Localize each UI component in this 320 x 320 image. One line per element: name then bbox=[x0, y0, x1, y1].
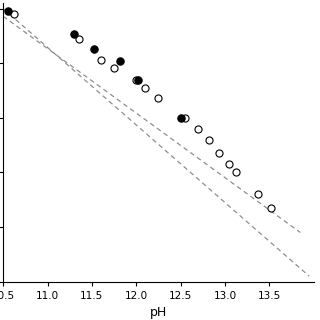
Point bbox=[72, 31, 77, 36]
Point bbox=[216, 150, 221, 155]
Point bbox=[196, 126, 201, 131]
Point bbox=[206, 137, 212, 142]
Point bbox=[135, 77, 140, 82]
Point bbox=[91, 46, 96, 52]
Point bbox=[156, 96, 161, 101]
Point bbox=[178, 115, 183, 120]
Point bbox=[11, 12, 16, 17]
Point bbox=[76, 37, 81, 42]
Point bbox=[227, 161, 232, 166]
Point bbox=[118, 59, 123, 64]
Point bbox=[255, 192, 260, 197]
Point bbox=[233, 170, 238, 175]
Point bbox=[134, 77, 139, 82]
Point bbox=[268, 206, 274, 211]
Point bbox=[142, 86, 148, 91]
X-axis label: pH: pH bbox=[150, 306, 167, 319]
Point bbox=[5, 8, 10, 13]
Point bbox=[111, 65, 116, 70]
Point bbox=[98, 57, 103, 62]
Point bbox=[182, 115, 188, 120]
